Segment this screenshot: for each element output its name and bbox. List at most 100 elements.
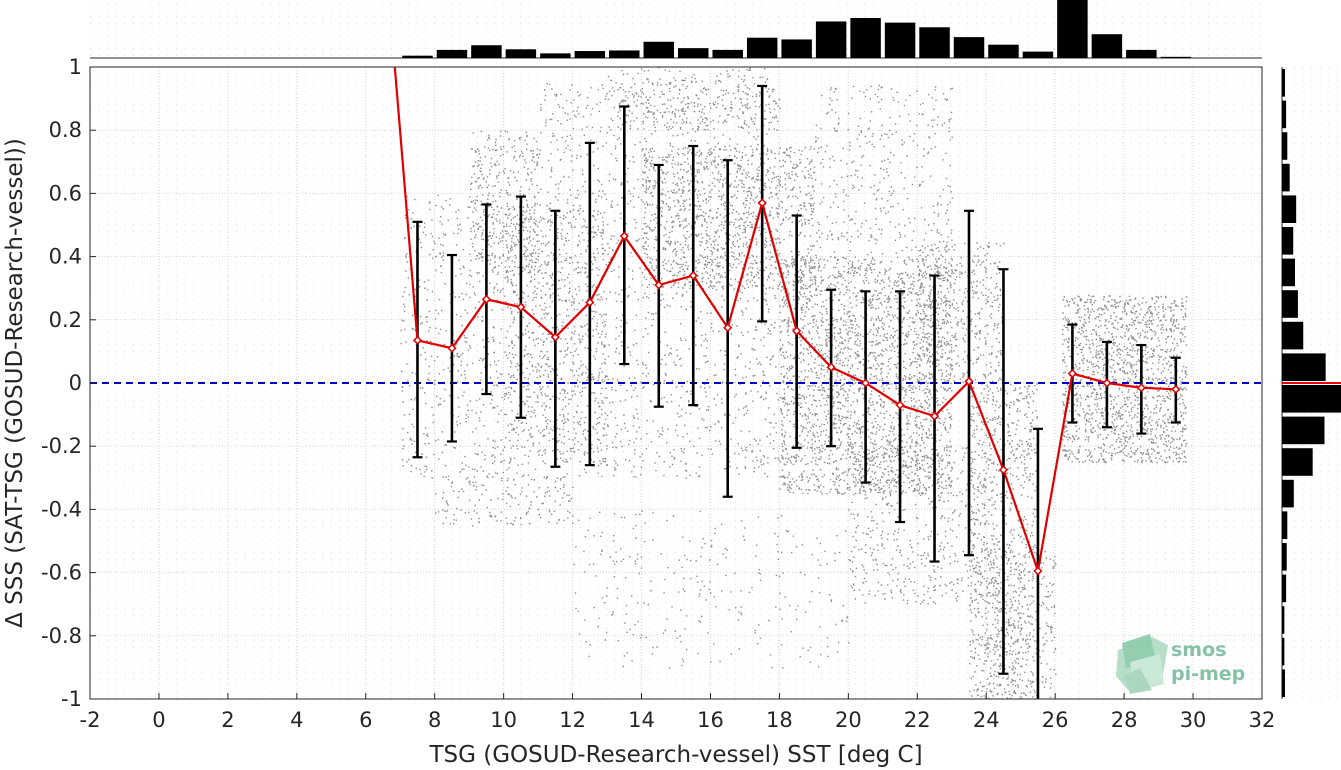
top-histogram-bar-3 <box>505 49 537 58</box>
y-tick-label-4: -0.2 <box>41 434 82 458</box>
y-tick-label-5: 0 <box>69 371 82 395</box>
right-histogram <box>1281 67 1341 699</box>
top-histogram-bar-2 <box>471 45 502 58</box>
right-histogram-bars <box>1282 69 1341 697</box>
right-histogram-bar-17 <box>1282 132 1288 160</box>
top-histogram-bar-17 <box>988 44 1019 58</box>
top-histogram-bar-20 <box>1091 34 1123 58</box>
right-histogram-bar-4 <box>1282 543 1287 571</box>
top-histogram-bar-11 <box>781 39 812 58</box>
mean-marker-5 <box>550 332 560 342</box>
mean-marker-3 <box>481 294 491 304</box>
x-tick-label-10: 18 <box>766 708 793 732</box>
x-tick-label-5: 8 <box>428 708 441 732</box>
mean-marker-10 <box>723 323 733 333</box>
x-tick-label-8: 14 <box>628 708 655 732</box>
top-histogram <box>90 0 1262 59</box>
top-histogram-bar-22 <box>1160 56 1192 58</box>
x-axis-label: TSG (GOSUD-Research-vessel) SST [deg C] <box>428 742 922 768</box>
mean-marker-23 <box>1171 384 1181 394</box>
top-histogram-bar-19 <box>1057 0 1088 58</box>
right-histogram-bar-2 <box>1282 606 1285 634</box>
mean-marker-17 <box>964 376 974 386</box>
right-histogram-bar-3 <box>1282 574 1287 603</box>
top-histogram-bars <box>402 0 1192 58</box>
x-tick-label-1: 0 <box>152 708 165 732</box>
top-histogram-bar-21 <box>1126 49 1157 58</box>
x-tick-label-6: 10 <box>490 708 517 732</box>
mean-marker-2 <box>447 343 457 353</box>
mean-marker-15 <box>895 400 905 410</box>
x-tick-label-2: 2 <box>221 708 234 732</box>
mean-marker-13 <box>826 362 836 372</box>
x-tick-label-12: 22 <box>904 708 931 732</box>
right-histogram-bar-7 <box>1282 448 1313 476</box>
x-tick-label-7: 12 <box>559 708 586 732</box>
y-tick-label-7: 0.4 <box>49 245 82 269</box>
right-histogram-bar-11 <box>1282 321 1304 350</box>
mean-marker-21 <box>1102 378 1112 388</box>
top-histogram-bar-7 <box>643 41 674 58</box>
top-histogram-bar-1 <box>436 49 468 58</box>
mean-marker-7 <box>619 231 629 241</box>
right-histogram-bar-9 <box>1282 385 1341 413</box>
right-histogram-bar-14 <box>1282 227 1294 255</box>
mean-marker-20 <box>1067 368 1077 379</box>
mean-marker-19 <box>1033 566 1043 576</box>
right-histogram-bar-10 <box>1282 353 1326 381</box>
mean-marker-6 <box>585 297 595 307</box>
right-histogram-bar-16 <box>1282 163 1290 192</box>
x-tick-label-16: 30 <box>1180 708 1207 732</box>
right-histogram-bar-15 <box>1282 195 1297 223</box>
right-histogram-bar-19 <box>1282 69 1285 97</box>
x-tick-label-11: 20 <box>835 708 862 732</box>
y-axis-ticks: -1 -0.8 -0.6 -0.4 -0.2 0 0.2 0.4 0.6 0.8 1 <box>41 55 96 711</box>
mean-markers <box>412 198 1181 576</box>
x-tick-label-14: 26 <box>1042 708 1069 732</box>
mean-marker-11 <box>757 198 767 208</box>
x-tick-label-13: 24 <box>973 708 1000 732</box>
y-tick-label-3: -0.4 <box>41 497 82 521</box>
top-histogram-bar-15 <box>919 27 950 58</box>
mean-marker-4 <box>516 302 526 312</box>
mean-marker-16 <box>929 411 940 421</box>
mean-marker-9 <box>688 270 698 281</box>
right-histogram-bar-12 <box>1282 290 1298 318</box>
top-histogram-bar-16 <box>953 37 985 58</box>
smos-pi-mep-logo: smos pi-mep <box>1116 634 1245 694</box>
top-histogram-bar-10 <box>746 37 778 58</box>
mean-marker-8 <box>654 280 664 290</box>
y-axis-label: Δ SSS (SAT-TSG (GOSUD-Research-vessel)) <box>2 138 28 628</box>
y-tick-label-0: -1 <box>61 687 82 711</box>
mean-line <box>393 67 1176 572</box>
top-histogram-bar-0 <box>402 55 433 58</box>
mean-marker-12 <box>792 326 802 336</box>
x-axis-ticks: -2 0 2 4 6 8 10 12 14 16 18 20 22 24 26 28 30 32 <box>80 693 1276 732</box>
top-histogram-bar-14 <box>884 22 916 58</box>
right-histogram-bar-5 <box>1282 511 1288 539</box>
top-histogram-bar-18 <box>1022 51 1054 58</box>
mean-marker-14 <box>861 378 871 388</box>
logo-text-smos: smos <box>1171 639 1226 661</box>
top-histogram-bar-9 <box>712 49 743 58</box>
top-histogram-bar-4 <box>540 53 571 58</box>
y-tick-label-10: 1 <box>69 55 82 79</box>
mean-marker-22 <box>1136 383 1146 393</box>
x-tick-label-17: 32 <box>1249 708 1276 732</box>
main-axes: -2 0 2 4 6 8 10 12 14 16 18 20 22 24 26 28 30 32 -1-0.8-0… <box>41 55 1276 732</box>
x-tick-label-15: 28 <box>1111 708 1138 732</box>
y-tick-label-8: 0.6 <box>49 181 82 205</box>
y-tick-label-2: -0.6 <box>41 561 82 585</box>
logo-text-pi-mep: pi-mep <box>1171 663 1245 685</box>
y-tick-label-6: 0.2 <box>49 308 82 332</box>
right-histogram-bar-1 <box>1282 637 1285 666</box>
x-tick-label-9: 16 <box>697 708 724 732</box>
y-tick-label-1: -0.8 <box>41 624 82 648</box>
x-tick-label-3: 4 <box>290 708 303 732</box>
wave-icon <box>1116 634 1168 694</box>
right-histogram-bar-6 <box>1282 479 1294 508</box>
top-histogram-bar-5 <box>574 51 606 58</box>
x-tick-label-4: 6 <box>359 708 372 732</box>
top-histogram-bar-13 <box>850 17 881 58</box>
